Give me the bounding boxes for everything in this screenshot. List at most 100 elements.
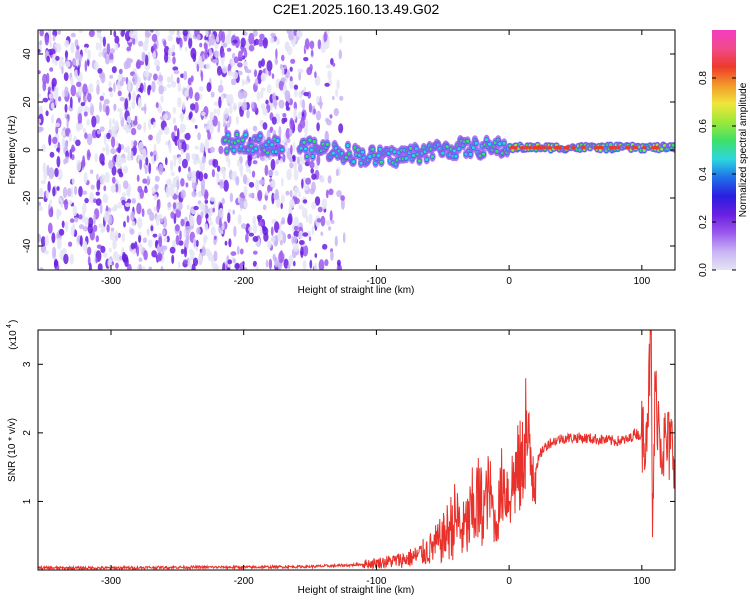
noise-speck	[227, 157, 231, 168]
noise-speck	[118, 30, 122, 34]
signal-core	[609, 143, 613, 147]
signal-peak	[520, 146, 525, 150]
noise-speck	[248, 32, 255, 45]
y-tick-label: 0	[22, 147, 33, 153]
noise-speck	[237, 214, 242, 225]
noise-speck	[188, 257, 192, 269]
noise-speck	[252, 215, 256, 225]
noise-speck	[138, 235, 142, 243]
noise-speck	[146, 175, 150, 186]
signal-peak	[599, 146, 605, 150]
noise-speck	[239, 262, 244, 270]
noise-speck	[270, 158, 276, 171]
noise-speck	[255, 264, 259, 270]
noise-speck	[215, 172, 220, 179]
signal-core	[331, 151, 335, 155]
noise-speck	[213, 50, 219, 58]
noise-speck	[155, 215, 160, 227]
noise-speck	[69, 253, 74, 265]
noise-speck	[126, 215, 130, 223]
noise-speck	[38, 201, 41, 206]
noise-speck	[173, 69, 180, 75]
noise-speck	[178, 261, 181, 269]
noise-speck	[241, 101, 248, 111]
noise-speck	[82, 83, 88, 96]
noise-speck	[266, 84, 272, 94]
noise-speck	[162, 216, 168, 229]
noise-speck	[170, 171, 175, 177]
noise-speck	[86, 118, 90, 126]
noise-speck	[226, 47, 232, 52]
noise-speck	[154, 59, 161, 67]
noise-speck	[103, 133, 107, 145]
noise-speck	[310, 49, 314, 57]
noise-speck	[329, 114, 333, 119]
noise-speck	[248, 181, 255, 188]
noise-speck	[123, 147, 128, 153]
noise-speck	[204, 248, 211, 257]
noise-speck	[136, 174, 140, 182]
noise-speck	[322, 243, 328, 250]
noise-speck	[336, 79, 340, 90]
noise-speck	[260, 155, 266, 162]
signal-core	[417, 159, 421, 163]
noise-speck	[259, 90, 264, 99]
signal-core	[482, 152, 486, 156]
noise-speck	[224, 113, 228, 121]
noise-speck	[262, 225, 267, 232]
noise-speck	[221, 197, 225, 205]
noise-speck	[213, 101, 220, 106]
noise-speck	[105, 105, 110, 116]
noise-speck	[335, 168, 339, 177]
noise-speck	[105, 55, 110, 65]
noise-speck	[102, 103, 107, 113]
noise-speck	[176, 30, 180, 36]
signal-peak	[532, 146, 537, 150]
noise-speck	[96, 129, 102, 135]
noise-speck	[38, 93, 42, 98]
noise-speck	[138, 40, 144, 47]
noise-speck	[90, 184, 95, 190]
spectrogram-xlabel: Height of straight line (km)	[298, 285, 415, 296]
noise-speck	[289, 162, 294, 169]
noise-speck	[102, 36, 106, 47]
noise-speck	[40, 244, 47, 253]
noise-speck	[289, 157, 293, 163]
noise-speck	[129, 228, 135, 235]
noise-speck	[274, 57, 278, 65]
noise-speck	[273, 193, 280, 201]
noise-speck	[326, 64, 332, 69]
noise-speck	[241, 223, 247, 230]
noise-speck	[192, 257, 199, 267]
signal-core	[371, 147, 375, 151]
signal-core	[430, 155, 435, 159]
noise-speck	[298, 191, 301, 198]
noise-speck	[296, 30, 303, 38]
noise-speck	[148, 162, 152, 174]
noise-speck	[133, 140, 138, 147]
noise-speck	[228, 104, 233, 115]
noise-speck	[313, 108, 316, 115]
noise-speck	[99, 95, 105, 102]
noise-speck	[188, 87, 193, 99]
noise-speck	[76, 159, 82, 172]
noise-speck	[68, 199, 73, 206]
noise-speck	[78, 214, 83, 220]
noise-speck	[172, 56, 176, 65]
noise-speck	[151, 250, 157, 258]
noise-speck	[141, 208, 145, 218]
signal-core	[487, 142, 492, 146]
noise-speck	[119, 96, 126, 102]
noise-speck	[199, 42, 203, 48]
signal-peak	[523, 146, 529, 150]
noise-speck	[205, 63, 211, 70]
noise-speck	[290, 58, 296, 64]
noise-speck	[121, 232, 125, 243]
noise-speck	[266, 60, 273, 72]
noise-speck	[119, 80, 124, 87]
noise-speck	[115, 183, 119, 193]
noise-speck	[288, 127, 293, 137]
noise-speck	[169, 185, 175, 197]
